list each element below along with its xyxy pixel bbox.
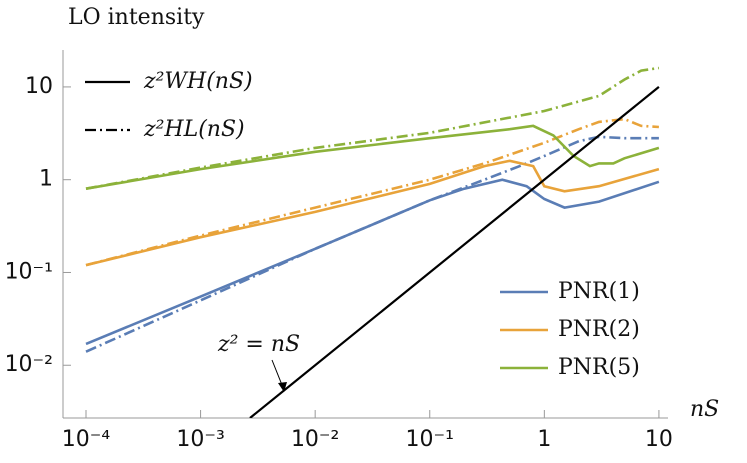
legend-label: z²HL(nS) (143, 117, 245, 142)
x-tick-label: 1 (537, 427, 551, 452)
x-tick-label: 10 (645, 427, 673, 452)
annotation-arrow (271, 359, 283, 386)
series-line (85, 66, 660, 190)
x-tick-label: 10⁻³ (176, 427, 224, 452)
legend-label: PNR(1) (558, 279, 640, 304)
annotation: z² = nS (217, 332, 300, 357)
reference-line (249, 86, 660, 418)
y-tick-label: 10⁻¹ (5, 259, 53, 284)
y-tick-label: 10⁻² (5, 352, 53, 377)
series-line (85, 159, 660, 267)
x-axis-label: nS (690, 397, 719, 422)
legend-label: PNR(5) (558, 355, 640, 380)
series-line (85, 178, 660, 346)
chart-title: LO intensity (68, 5, 205, 30)
legend-label: z²WH(nS) (143, 69, 253, 94)
x-tick-label: 10⁻¹ (406, 427, 454, 452)
legend-label: PNR(2) (558, 317, 640, 342)
series-line (85, 117, 659, 267)
series-line (85, 124, 660, 190)
y-tick-label: 1 (39, 167, 53, 192)
x-tick-label: 10⁻⁴ (62, 427, 111, 452)
x-tick-label: 10⁻² (291, 427, 339, 452)
arrow-head (278, 382, 287, 392)
y-tick-label: 10 (25, 74, 53, 99)
